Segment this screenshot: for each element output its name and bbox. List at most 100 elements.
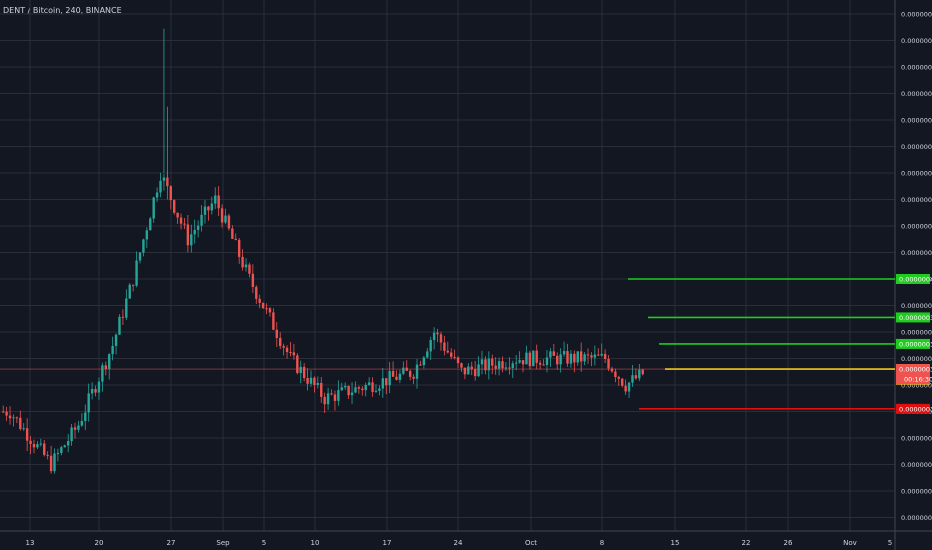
candle-body [227, 215, 231, 229]
candle-body [131, 284, 135, 286]
candle-body [326, 393, 330, 405]
candle-body [196, 225, 200, 230]
candle-body [22, 428, 25, 430]
candle-body [320, 382, 323, 397]
chart-title: DENT / Bitcoin, 240, BINANCE [3, 6, 122, 15]
candle-body [566, 351, 569, 364]
y-tick-label: 0.00000050 [901, 143, 932, 151]
candle-body [309, 377, 313, 384]
candle-body [446, 350, 449, 353]
candle-body [84, 412, 87, 421]
candle-body [569, 353, 573, 364]
candle-body [255, 286, 258, 299]
candle-body [521, 360, 525, 365]
stop-loss-price-label: 0.00000030 [899, 405, 932, 413]
candle-body [497, 361, 501, 369]
candle-body [340, 387, 343, 391]
target-1-price-tag [896, 274, 930, 284]
countdown-label: 00:16:30 [904, 376, 932, 384]
candle-body [73, 427, 77, 430]
candle-body [231, 228, 234, 239]
stop-loss-price-tag [896, 403, 930, 414]
x-tick-label: 8 [600, 539, 604, 547]
candle-body [173, 200, 176, 213]
candle-body [504, 367, 508, 369]
candle-body [29, 440, 32, 445]
target-2-price-label: 0.00000037 [899, 314, 932, 322]
candle-body [378, 388, 381, 391]
candle-body [436, 332, 439, 335]
candle-body [203, 206, 207, 215]
candle-body [258, 298, 261, 303]
candle-body [323, 396, 326, 405]
candle-body [261, 302, 265, 309]
candle-body [135, 260, 138, 286]
candle-body [316, 382, 320, 385]
candle-body [573, 353, 576, 363]
candle-body [600, 353, 603, 356]
candle-body [94, 389, 97, 393]
candle-body [429, 340, 432, 352]
candle-body [66, 441, 70, 446]
candle-body [142, 239, 145, 253]
candle-body [367, 382, 371, 385]
candle-body [56, 452, 60, 454]
candle-body [484, 359, 487, 371]
y-tick-label: 0.00000028 [901, 435, 932, 443]
candle-body [614, 371, 617, 378]
candle-body [234, 238, 237, 240]
candle-body [111, 345, 114, 355]
candle-body [357, 387, 361, 389]
candle-body [217, 195, 220, 209]
candle-body [60, 447, 63, 453]
candle-body [183, 223, 186, 225]
y-tick-label: 0.00000036 [901, 329, 932, 337]
candle-body [337, 390, 340, 401]
candle-body [525, 352, 528, 365]
candle-body [511, 363, 514, 369]
candle-body [244, 264, 248, 268]
candle-body [518, 360, 521, 363]
candle-body [552, 351, 556, 356]
candle-body [330, 393, 333, 395]
x-tick-label: Nov [843, 539, 857, 547]
candle-body [450, 352, 453, 357]
candle-body [2, 411, 5, 413]
candle-body [460, 363, 463, 368]
x-tick-label: 17 [383, 539, 392, 547]
y-tick-label: 0.00000054 [901, 90, 932, 98]
candle-body [439, 334, 443, 343]
target-3-price-tag [896, 338, 930, 349]
y-tick-label: 0.00000022 [901, 514, 932, 522]
candle-body [118, 316, 121, 335]
candle-body [114, 334, 118, 346]
candle-body [179, 217, 183, 224]
candle-body [108, 354, 111, 369]
candle-body [169, 186, 172, 201]
candle-body [374, 390, 378, 392]
candle-body [371, 382, 374, 392]
candle-body [419, 364, 422, 366]
candle-body [87, 393, 90, 413]
candle-body [90, 389, 94, 394]
candle-body [627, 382, 631, 392]
candle-body [8, 415, 12, 419]
candle-body [545, 357, 549, 365]
candle-body [46, 454, 49, 456]
candle-body [190, 234, 193, 246]
candle-body [200, 214, 203, 226]
candle-body [302, 366, 306, 378]
candle-body [586, 354, 590, 356]
candle-body [494, 365, 497, 369]
candle-body [186, 224, 190, 246]
candle-body [15, 417, 19, 419]
candle-body [528, 352, 532, 367]
candle-body [631, 375, 634, 383]
candle-body [162, 177, 166, 181]
candle-body [535, 350, 538, 363]
y-tick-label: 0.00000056 [901, 64, 932, 72]
candle-body [43, 443, 46, 455]
candle-body [624, 385, 627, 392]
